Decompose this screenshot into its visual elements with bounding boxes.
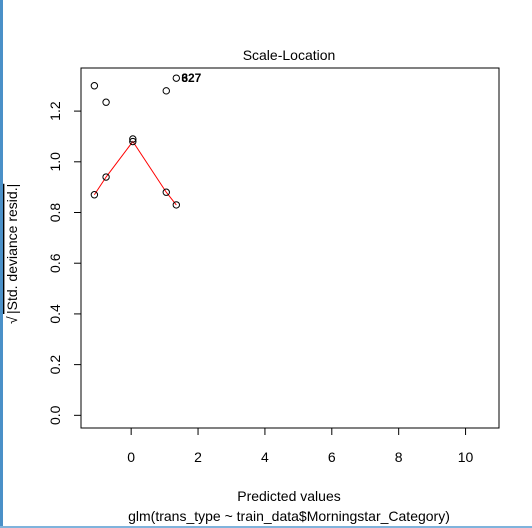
chart-title: Scale-Location [243, 47, 336, 63]
plot-box [80, 67, 500, 429]
y-axis: 0.0 0.2 0.4 0.6 0.8 1.0 1.2 [47, 101, 82, 425]
data-point [129, 135, 137, 143]
data-point [172, 201, 181, 209]
y-tick-label: 0.4 [47, 304, 63, 324]
x-tick-label: 6 [328, 449, 336, 465]
data-point [172, 74, 181, 82]
x-tick-label: 2 [194, 449, 202, 465]
data-point [102, 98, 110, 106]
point-annotation: 327 [181, 71, 201, 85]
x-axis: 0 2 4 6 8 10 [127, 427, 474, 465]
y-tick-label: 0.8 [47, 203, 63, 223]
data-point [90, 82, 99, 90]
x-tick-label: 0 [127, 449, 135, 465]
y-axis-label: √ |Std. deviance resid.| [4, 184, 20, 324]
y-tick-label: 0.0 [47, 405, 63, 425]
points-group [90, 74, 181, 209]
window-edge-bottom [0, 526, 532, 528]
data-point [129, 137, 137, 146]
x-tick-label: 10 [458, 449, 474, 465]
smooth-line-group [93, 140, 177, 206]
data-point [162, 188, 170, 196]
y-tick-label: 0.2 [47, 355, 63, 375]
chart-subtitle: glm(trans_type ~ train_data$Morningstar_… [128, 508, 450, 524]
x-tick-label: 8 [395, 449, 403, 465]
x-tick-label: 4 [261, 449, 269, 465]
y-axis-label-radical: √ [4, 316, 20, 324]
x-axis-label: Predicted values [237, 488, 341, 504]
y-tick-label: 1.0 [47, 152, 63, 172]
smooth-line [93, 140, 177, 206]
data-point [102, 173, 110, 181]
window-edge [0, 0, 3, 528]
y-tick-label: 0.6 [47, 253, 63, 273]
y-axis-label-text: |Std. deviance resid.| [4, 184, 20, 314]
data-point [90, 191, 99, 199]
point-annotation: 6 [181, 71, 188, 85]
y-tick-label: 1.2 [47, 101, 63, 121]
data-point [162, 87, 170, 95]
